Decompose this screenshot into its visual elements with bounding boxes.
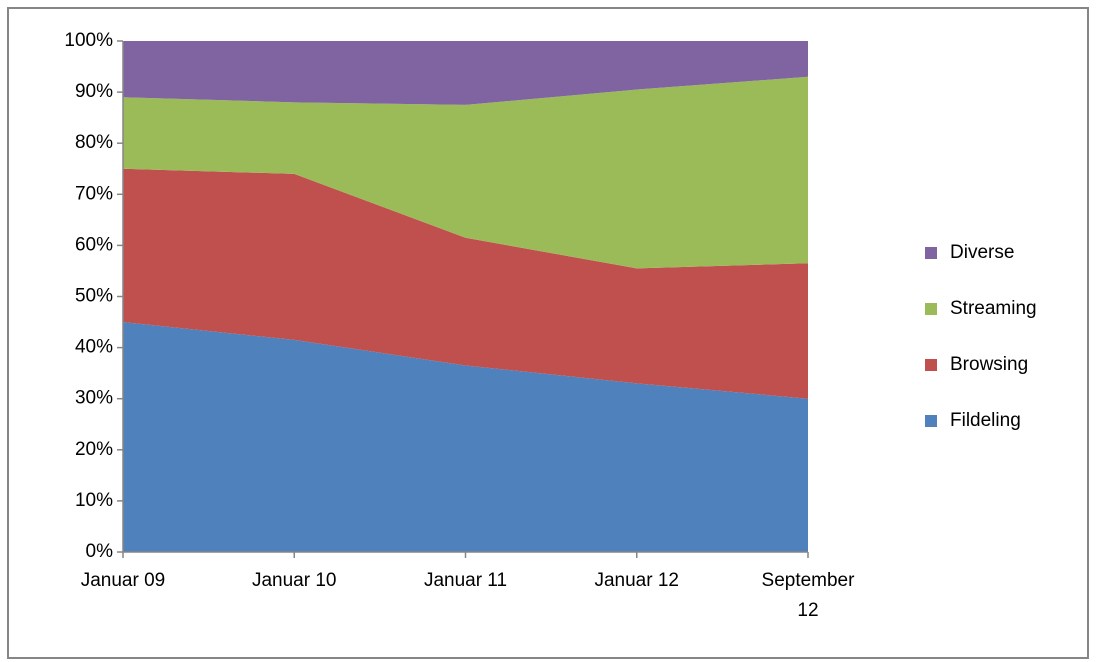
y-tick-label: 40%: [75, 337, 113, 358]
y-tick-label: 90%: [75, 81, 113, 102]
y-tick-label: 80%: [75, 132, 113, 153]
legend-label: Browsing: [950, 354, 1028, 375]
area: [123, 322, 808, 552]
legend-swatch: [925, 247, 937, 259]
y-tick-label: 10%: [75, 490, 113, 511]
chart-border: [7, 7, 1089, 659]
y-tick-label: 100%: [64, 30, 113, 51]
y-tick-label: 0%: [86, 541, 114, 562]
area: [123, 76, 808, 269]
y-tick-label: 30%: [75, 388, 113, 409]
y-tick-label: 50%: [75, 286, 113, 307]
legend-swatch: [925, 359, 937, 371]
legend-label: Diverse: [950, 242, 1014, 263]
x-tick-label: Januar 09: [80, 570, 166, 591]
legend-swatch: [925, 303, 937, 315]
x-tick-label: Januar 11: [423, 570, 508, 591]
y-tick-label: 20%: [75, 439, 113, 460]
x-tick-label: September 12: [761, 570, 855, 621]
legend-swatch: [925, 415, 937, 427]
y-tick-label: 70%: [75, 183, 113, 204]
x-tick-label: Januar 12: [594, 570, 679, 591]
area: [123, 41, 808, 105]
legend-label: Streaming: [950, 298, 1037, 319]
y-tick-label: 60%: [75, 234, 113, 255]
legend-label: Fildeling: [950, 410, 1021, 431]
x-tick-label: Januar 10: [251, 570, 337, 591]
area: [123, 168, 808, 399]
